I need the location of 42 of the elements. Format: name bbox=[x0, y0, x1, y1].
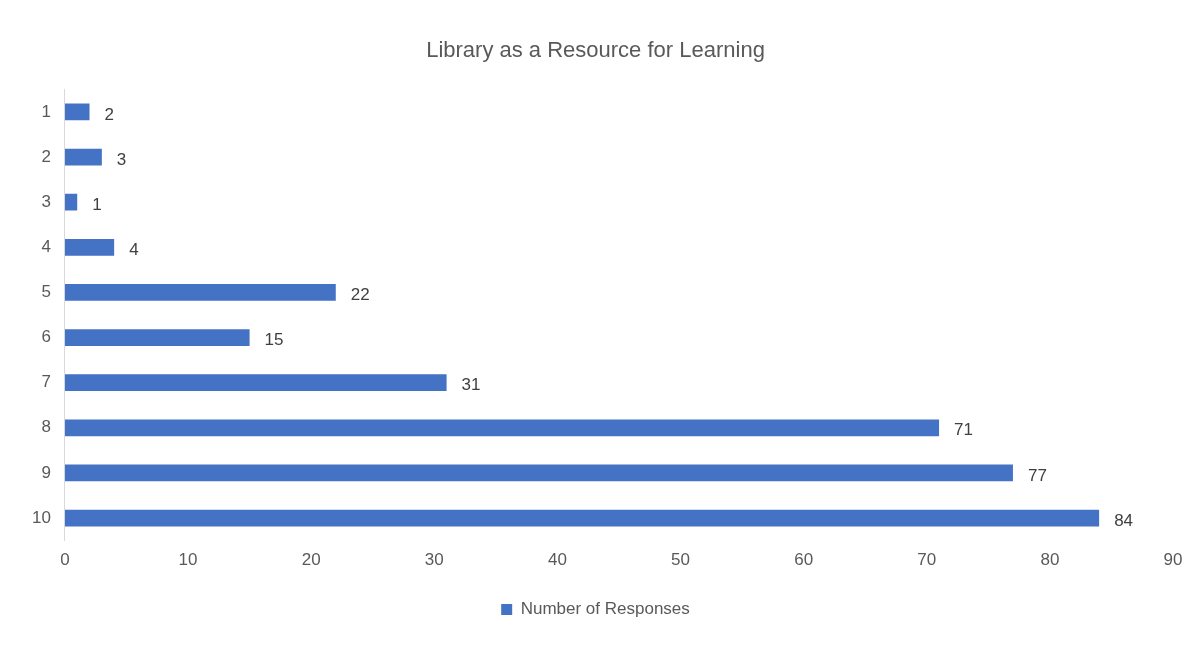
y-tick-label: 7 bbox=[41, 372, 51, 392]
y-tick-label: 10 bbox=[31, 507, 51, 527]
bar bbox=[64, 148, 102, 166]
x-tick-label: 60 bbox=[794, 550, 814, 570]
data-label: 3 bbox=[116, 149, 127, 169]
x-tick-label: 20 bbox=[301, 550, 321, 570]
x-tick-label: 30 bbox=[424, 550, 444, 570]
legend-label: Number of Responses bbox=[520, 599, 690, 619]
bar bbox=[64, 419, 940, 437]
data-label: 15 bbox=[264, 330, 284, 350]
bar bbox=[64, 193, 78, 211]
y-tick-label: 4 bbox=[41, 237, 51, 257]
x-tick-label: 0 bbox=[60, 550, 70, 570]
y-tick-label: 5 bbox=[41, 282, 51, 302]
data-label: 84 bbox=[1114, 510, 1134, 530]
data-label: 22 bbox=[350, 285, 370, 305]
bar bbox=[64, 238, 115, 256]
x-tick-label: 10 bbox=[178, 550, 198, 570]
x-tick-label: 70 bbox=[917, 550, 937, 570]
chart-title: Library as a Resource for Learning bbox=[426, 37, 765, 63]
y-tick-label: 6 bbox=[41, 327, 51, 347]
data-label: 4 bbox=[129, 240, 139, 260]
data-label: 31 bbox=[461, 375, 481, 395]
bar bbox=[64, 103, 90, 121]
bar bbox=[64, 374, 447, 392]
data-label: 71 bbox=[954, 420, 973, 440]
y-tick-label: 8 bbox=[41, 417, 51, 437]
y-tick-label: 9 bbox=[41, 462, 51, 482]
bar bbox=[64, 464, 1013, 482]
y-tick-label: 2 bbox=[41, 146, 51, 166]
bar bbox=[64, 284, 336, 301]
x-tick-label: 90 bbox=[1163, 550, 1183, 570]
x-tick-label: 50 bbox=[671, 550, 690, 570]
y-tick-label: 3 bbox=[41, 191, 51, 211]
x-tick-label: 40 bbox=[547, 550, 567, 570]
data-label: 77 bbox=[1027, 465, 1047, 485]
bar bbox=[64, 509, 1100, 527]
x-tick-label: 80 bbox=[1040, 550, 1060, 570]
data-label: 2 bbox=[104, 104, 114, 124]
data-label: 1 bbox=[92, 194, 102, 214]
bar bbox=[64, 329, 250, 346]
y-tick-label: 1 bbox=[41, 101, 51, 121]
